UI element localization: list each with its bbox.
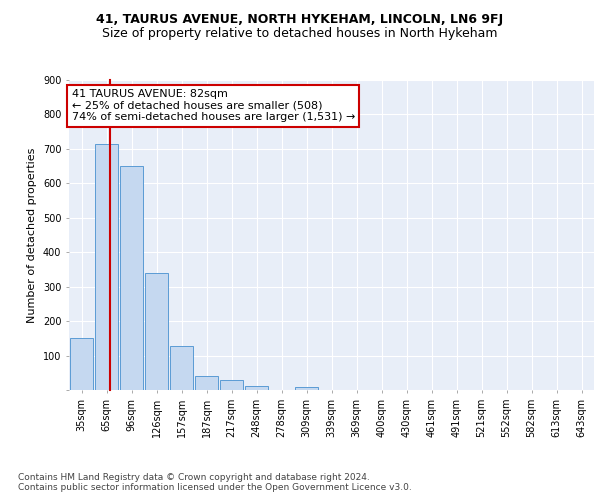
Bar — [295, 387, 319, 390]
Bar — [170, 346, 193, 390]
Bar — [220, 380, 244, 390]
Bar — [119, 166, 143, 390]
Bar — [95, 144, 118, 390]
Text: 41, TAURUS AVENUE, NORTH HYKEHAM, LINCOLN, LN6 9FJ: 41, TAURUS AVENUE, NORTH HYKEHAM, LINCOL… — [97, 12, 503, 26]
Bar — [70, 338, 94, 390]
Text: 41 TAURUS AVENUE: 82sqm
← 25% of detached houses are smaller (508)
74% of semi-d: 41 TAURUS AVENUE: 82sqm ← 25% of detache… — [71, 90, 355, 122]
Bar — [194, 376, 218, 390]
Y-axis label: Number of detached properties: Number of detached properties — [28, 148, 37, 322]
Text: Size of property relative to detached houses in North Hykeham: Size of property relative to detached ho… — [102, 28, 498, 40]
Bar — [145, 273, 169, 390]
Bar — [245, 386, 268, 390]
Text: Contains HM Land Registry data © Crown copyright and database right 2024.
Contai: Contains HM Land Registry data © Crown c… — [18, 473, 412, 492]
